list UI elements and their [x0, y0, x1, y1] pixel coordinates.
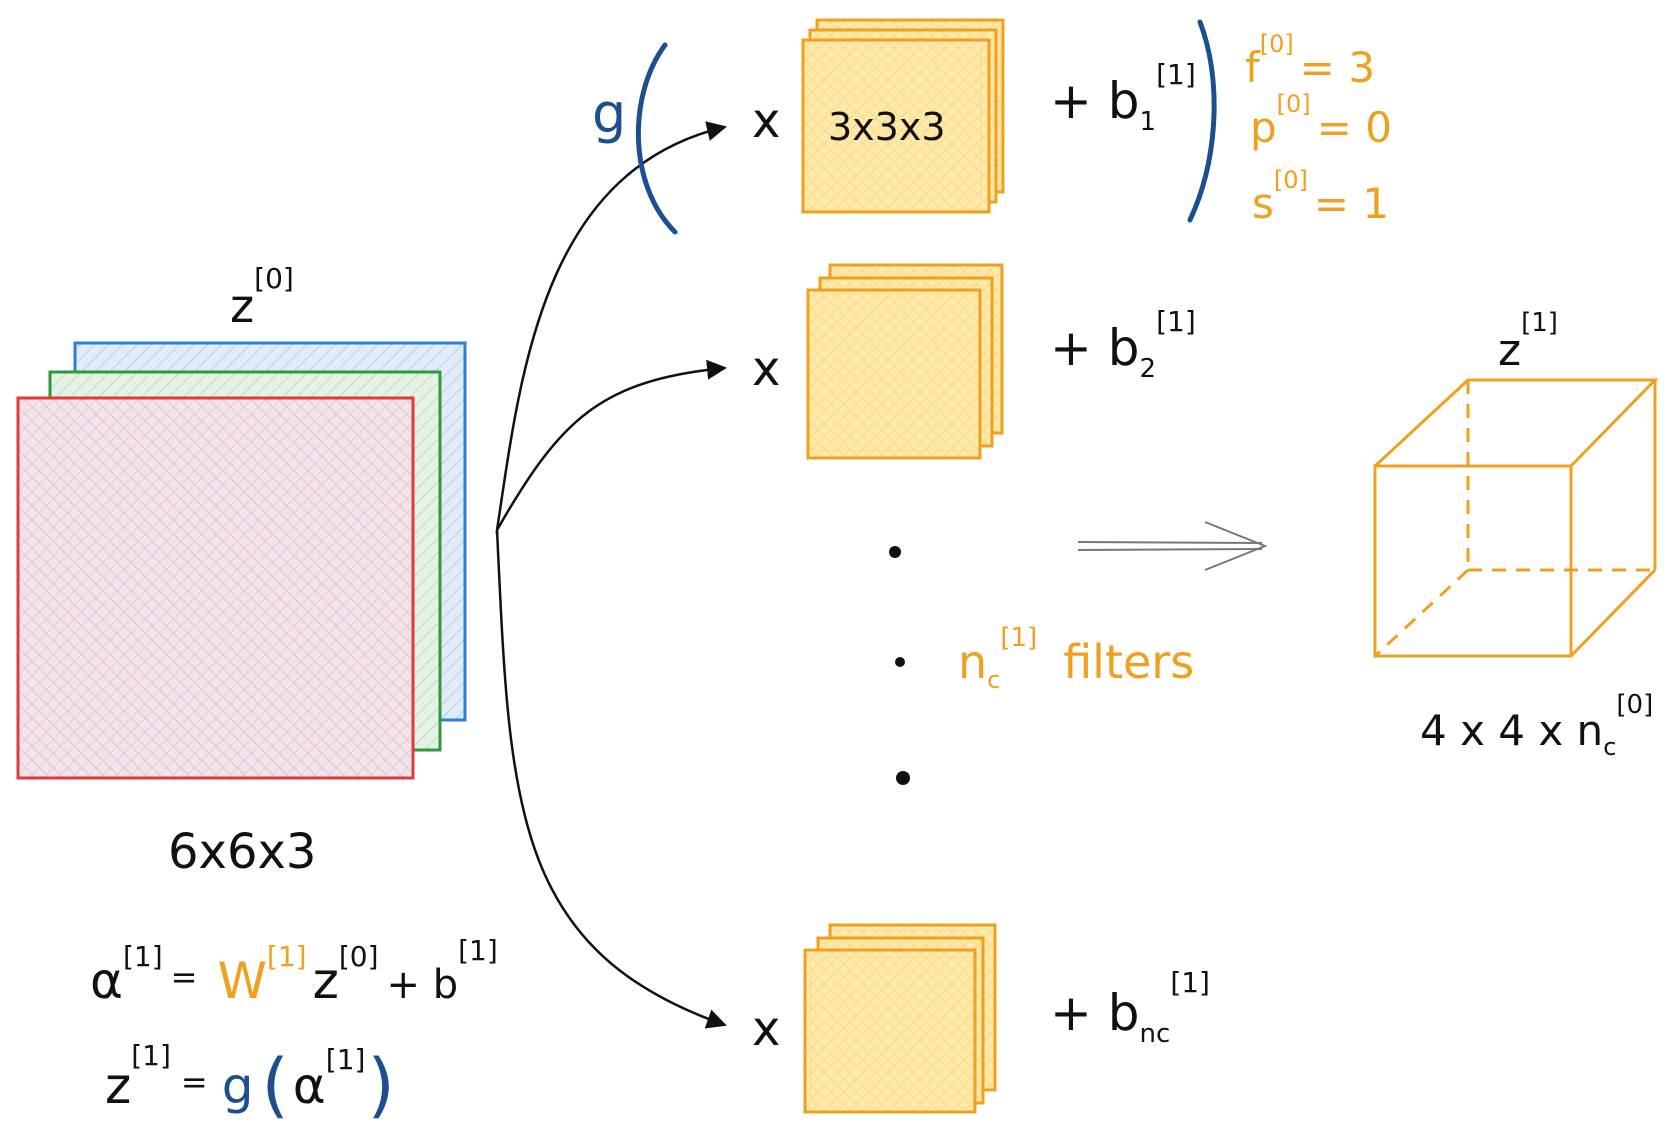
cube-hidden-diagonal [1373, 568, 1470, 658]
input-channel-red [16, 396, 415, 780]
filter-1-dims: 3x3x3 [828, 105, 946, 149]
bias-n: + bnc[1] [1050, 966, 1210, 1049]
filter-1-front [801, 38, 991, 214]
filter-2: x + b2[1] [752, 263, 1196, 460]
output-arrow [1077, 521, 1268, 571]
input-dims: 6x6x3 [168, 824, 316, 880]
filter-1: x 3x3x3 + b1[1] [752, 18, 1196, 214]
filter-n: x + bnc[1] [752, 923, 1210, 1114]
arrow-to-filter-1 [495, 121, 727, 531]
bias-1: + b1[1] [1050, 58, 1196, 137]
filter-n-front [803, 948, 977, 1114]
output-label: z[1] [1498, 308, 1558, 376]
activation-open-paren [635, 42, 678, 235]
activation-close-paren [1187, 19, 1217, 223]
hyperparams: f[0] = 3 p[0] = 0 s[0] = 1 [1245, 30, 1392, 228]
cube-front-face [1373, 464, 1573, 658]
formula-linear: α[1]= W[1] z[0]+ b[1] [90, 934, 498, 1010]
activation-g: g [592, 82, 626, 145]
output-dims: 4 x 4 x nc[0] [1420, 690, 1653, 761]
hyperparam-f: f[0] = 3 [1245, 30, 1375, 92]
input-volume [16, 341, 467, 780]
arrow-to-filter-2 [495, 359, 727, 531]
hyperparam-p: p[0] = 0 [1250, 90, 1392, 152]
filters-count-label: nc[1] filters [958, 623, 1194, 694]
ellipsis-dot-2 [895, 657, 905, 667]
input-label: z[0] [230, 262, 294, 333]
ellipsis-dot-1 [889, 546, 901, 558]
arrow-to-filter-n [495, 529, 727, 1029]
formula-activation: z[1]= g (α[1]) [105, 1039, 395, 1126]
multiply-sign-2: x [752, 341, 780, 397]
multiply-sign-1: x [752, 93, 780, 149]
ellipsis-dot-3 [896, 771, 910, 785]
bias-2: + b2[1] [1050, 305, 1196, 384]
branch-arrows [495, 121, 727, 1029]
hyperparam-s: s[0] = 1 [1252, 166, 1389, 228]
cube-top-edges [1373, 378, 1659, 468]
output-cube [1373, 378, 1659, 658]
multiply-sign-n: x [752, 1001, 780, 1057]
filter-2-front [806, 288, 982, 460]
